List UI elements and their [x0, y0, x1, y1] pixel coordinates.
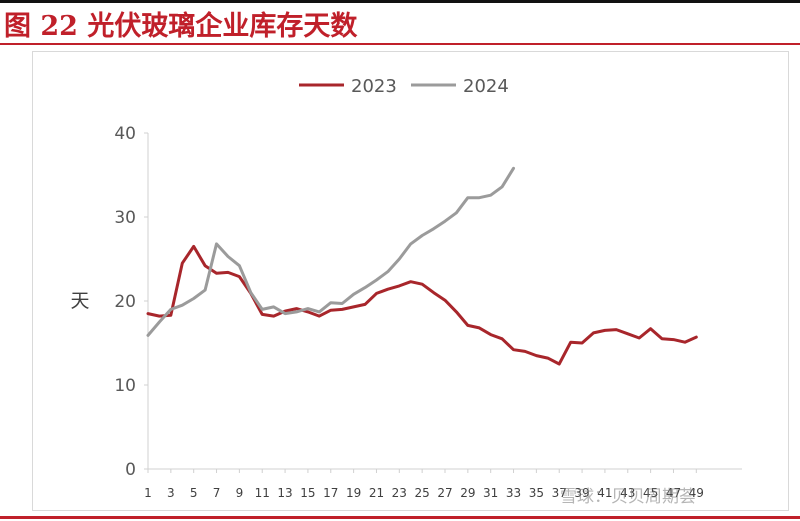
figure-header: 图 22 光伏玻璃企业库存天数 — [0, 3, 800, 43]
y-tick-label: 0 — [125, 460, 136, 480]
y-tick-label: 20 — [114, 292, 136, 312]
x-tick-label: 21 — [369, 486, 384, 500]
x-tick-label: 15 — [300, 486, 315, 500]
x-tick-label: 7 — [213, 486, 221, 500]
y-tick-label: 30 — [114, 208, 136, 228]
x-tick-label: 17 — [323, 486, 338, 500]
chart-panel — [32, 51, 789, 511]
x-tick-label: 47 — [666, 486, 681, 500]
x-tick-label: 39 — [574, 486, 589, 500]
header-divider — [0, 43, 800, 45]
x-tick-label: 33 — [506, 486, 521, 500]
y-tick-label: 10 — [114, 376, 136, 396]
legend-label-2024: 2024 — [463, 76, 509, 97]
series-line-2024 — [146, 166, 515, 337]
x-tick-label: 27 — [437, 486, 452, 500]
legend-label-2023: 2023 — [351, 76, 397, 97]
y-tick-label: 40 — [114, 124, 136, 144]
x-tick-label: 41 — [597, 486, 612, 500]
x-tick-label: 19 — [346, 486, 361, 500]
series-line-2023 — [146, 244, 698, 366]
watermark: 雪球：贝贝周期荟 — [560, 487, 696, 507]
x-tick-label: 5 — [190, 486, 198, 500]
x-tick-label: 23 — [392, 486, 407, 500]
figure-title: 图 22 光伏玻璃企业库存天数 — [4, 11, 358, 42]
x-tick-label: 49 — [689, 486, 704, 500]
x-tick-label: 3 — [167, 486, 175, 500]
x-tick-label: 31 — [483, 486, 498, 500]
x-tick-label: 35 — [529, 486, 544, 500]
x-tick-label: 43 — [620, 486, 635, 500]
x-tick-label: 13 — [277, 486, 292, 500]
top-border — [0, 0, 800, 3]
x-tick-label: 45 — [643, 486, 658, 500]
x-tick-label: 9 — [236, 486, 244, 500]
x-tick-label: 25 — [415, 486, 430, 500]
x-tick-label: 29 — [460, 486, 475, 500]
x-tick-label: 11 — [255, 486, 270, 500]
x-tick-label: 1 — [144, 486, 152, 500]
x-tick-label: 37 — [552, 486, 567, 500]
y-axis-label: 天 — [70, 290, 89, 312]
bottom-divider — [0, 516, 800, 519]
